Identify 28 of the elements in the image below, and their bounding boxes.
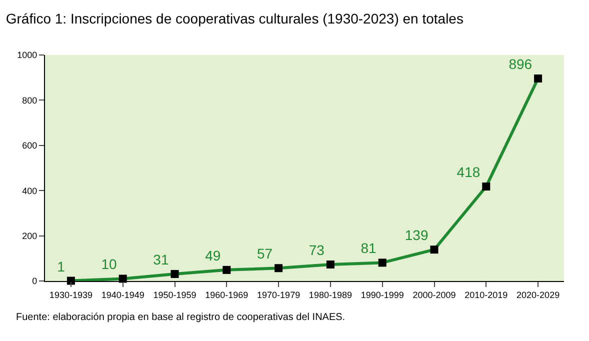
data-label: 1 xyxy=(57,258,66,274)
x-tick-label: 1950-1959 xyxy=(153,290,196,300)
data-label: 418 xyxy=(456,164,480,180)
y-tick-label: 400 xyxy=(22,186,38,196)
chart-title: Gráfico 1: Inscripciones de cooperativas culturales (1930-2023) en totales xyxy=(6,10,464,26)
data-label: 57 xyxy=(256,246,273,262)
x-tick-label: 1940-1949 xyxy=(101,290,144,300)
x-tick-label: 1980-1989 xyxy=(308,290,352,300)
y-tick-label: 200 xyxy=(22,230,38,241)
x-tick-label: 1960-1969 xyxy=(205,290,248,300)
x-tick-label: 2010-2019 xyxy=(464,290,508,300)
data-label: 49 xyxy=(205,247,221,264)
y-tick-label: 1000 xyxy=(17,50,38,60)
x-tick-label: 1970-1979 xyxy=(257,290,300,300)
data-label: 10 xyxy=(101,256,118,272)
data-label: 81 xyxy=(360,240,377,256)
data-label: 31 xyxy=(153,251,169,268)
data-label: 73 xyxy=(308,242,325,258)
data-label: 139 xyxy=(404,227,428,244)
x-tick-label: 2000-2009 xyxy=(412,290,456,300)
x-tick-label: 1990-1999 xyxy=(360,290,404,300)
data-label: 896 xyxy=(508,56,532,72)
y-tick-label: 800 xyxy=(22,95,38,106)
y-tick-label: 0 xyxy=(32,276,38,286)
y-tick-label: 600 xyxy=(22,140,38,151)
x-tick-label: 2020-2029 xyxy=(516,290,560,300)
x-tick-label: 1930-1939 xyxy=(49,290,92,300)
source-note: Fuente: elaboración propia en base al registro de cooperativas del INAES. xyxy=(16,312,346,323)
